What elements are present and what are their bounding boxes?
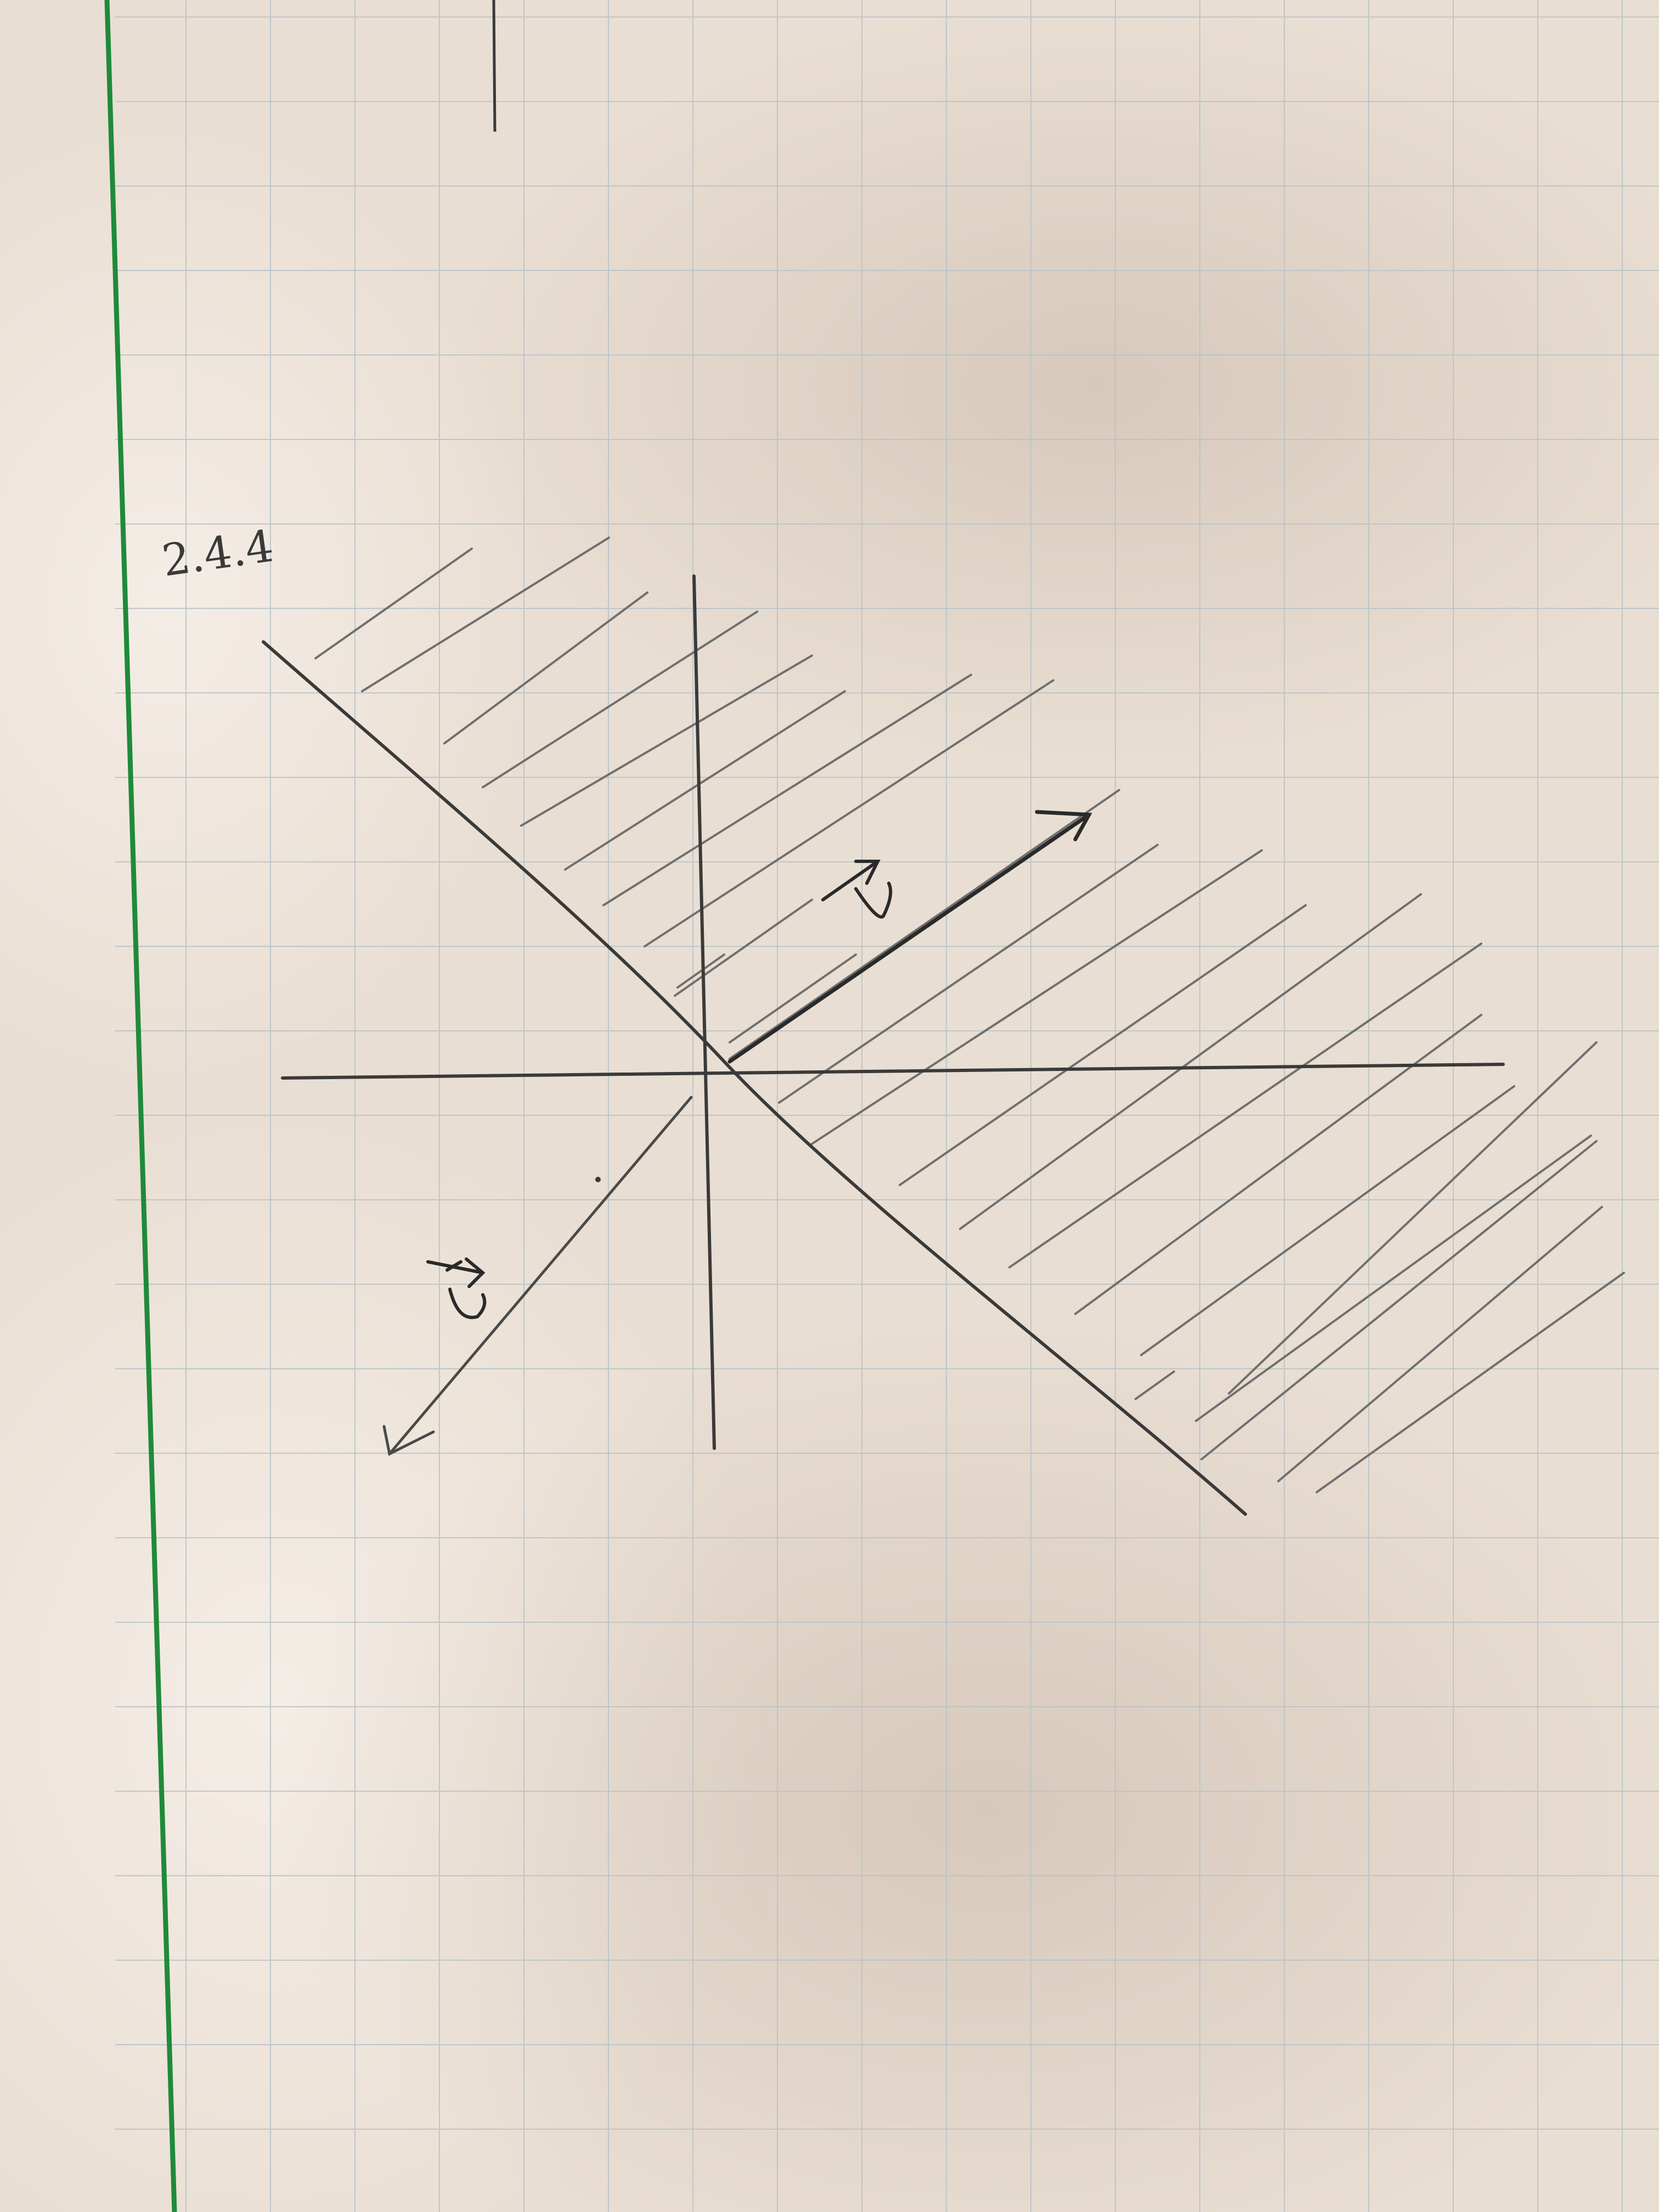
pencil-dot <box>595 1177 601 1182</box>
y-axis <box>692 574 716 1450</box>
pencil-stroke <box>492 0 496 132</box>
vector-v-arrow <box>727 810 1092 1064</box>
vector-neg-v-arrow <box>382 1096 693 1456</box>
vector-v-label <box>821 860 893 919</box>
vector-neg-v-arrow-mark <box>426 1257 486 1288</box>
vector-v-glyph <box>854 882 893 919</box>
grid-paper <box>115 0 1659 2212</box>
boundary-line <box>262 640 1247 1516</box>
vector-neg-v-label <box>426 1257 487 1319</box>
vector-v-arrow-mark <box>821 860 881 901</box>
vector-neg-v-minus <box>445 1260 462 1272</box>
shaded-region-hatching <box>314 537 1625 1493</box>
x-axis <box>281 1063 1505 1080</box>
margin-line <box>104 0 177 2212</box>
vector-neg-v-glyph <box>448 1288 487 1319</box>
